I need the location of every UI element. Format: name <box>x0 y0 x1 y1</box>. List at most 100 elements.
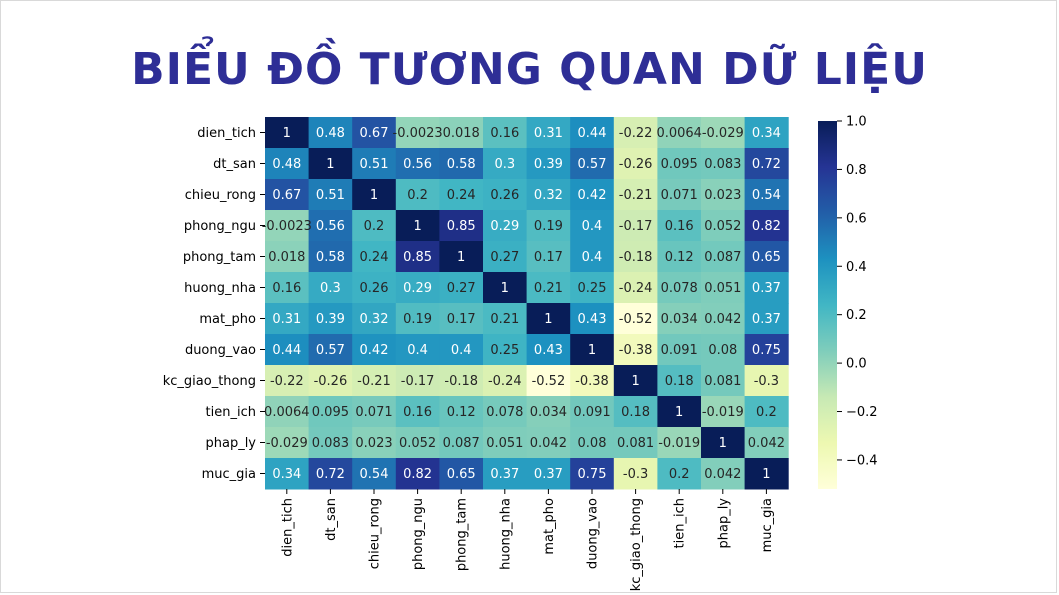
heatmap-cell <box>352 427 397 459</box>
colorbar-tick-label: 0.2 <box>846 308 867 323</box>
cell-value-label: 0.51 <box>360 157 389 172</box>
heatmap-cell <box>265 427 310 459</box>
heatmap-cell <box>657 365 702 397</box>
heatmap-cell <box>526 303 571 335</box>
heatmap-cell <box>526 396 571 428</box>
colorbar-tick-label: 0.6 <box>846 211 867 226</box>
heatmap-cell <box>657 334 702 366</box>
heatmap-cell <box>701 365 746 397</box>
heatmap-cell <box>308 427 353 459</box>
heatmap-cell <box>265 303 310 335</box>
cell-value-label: 0.57 <box>578 157 607 172</box>
cell-value-label: 0.65 <box>752 250 781 265</box>
heatmap-cell <box>265 272 310 304</box>
cell-value-label: 0.42 <box>360 343 389 358</box>
cell-value-label: 0.087 <box>443 436 480 451</box>
cell-value-label: 0.051 <box>704 281 741 296</box>
heatmap-cell <box>395 179 440 211</box>
heatmap-cell <box>570 365 615 397</box>
heatmap-cell <box>439 272 484 304</box>
heatmap-cell <box>657 303 702 335</box>
heatmap-cell <box>657 272 702 304</box>
cell-value-label: 0.0064 <box>264 405 310 420</box>
cell-value-label: 1 <box>413 219 421 234</box>
heatmap-cell <box>308 396 353 428</box>
heatmap-cell <box>613 396 658 428</box>
heatmap-cell <box>526 117 571 149</box>
cell-value-label: 0.018 <box>268 250 305 265</box>
heatmap-cell <box>439 117 484 149</box>
heatmap-cell <box>483 365 528 397</box>
y-tick-label: duong_vao <box>185 343 256 358</box>
colorbar-tick-label: 0.4 <box>846 260 867 275</box>
slide-title: BIỂU ĐỒ TƯƠNG QUAN DỮ LIỆU <box>131 44 928 95</box>
heatmap-cell <box>265 458 310 490</box>
cell-value-label: 1 <box>631 374 639 389</box>
heatmap-cell <box>352 303 397 335</box>
heatmap-cell <box>570 334 615 366</box>
cell-value-label: 0.095 <box>661 157 698 172</box>
heatmap-cell <box>439 148 484 180</box>
heatmap-cell <box>439 303 484 335</box>
cell-value-label: 0.2 <box>669 467 690 482</box>
cell-value-label: 0.24 <box>447 188 476 203</box>
heatmap-cell <box>483 117 528 149</box>
cell-value-label: 0.37 <box>752 281 781 296</box>
cell-value-label: 0.58 <box>447 157 476 172</box>
heatmap-cell <box>526 210 571 242</box>
heatmap-cell <box>657 458 702 490</box>
cell-value-label: 0.095 <box>312 405 349 420</box>
heatmap-cell <box>701 117 746 149</box>
heatmap-cell <box>570 458 615 490</box>
heatmap-cell <box>308 117 353 149</box>
cell-value-label: 0.51 <box>316 188 345 203</box>
heatmap-cell <box>439 210 484 242</box>
heatmap-cell <box>613 303 658 335</box>
heatmap-cell <box>483 334 528 366</box>
heatmap-cell <box>352 396 397 428</box>
cell-value-label: -0.52 <box>532 374 566 389</box>
cell-value-label: 0.042 <box>530 436 567 451</box>
heatmap-cell <box>439 179 484 211</box>
heatmap-cell <box>308 334 353 366</box>
y-tick-label: dt_san <box>213 157 256 172</box>
y-tick-label: phong_tam <box>183 250 256 265</box>
heatmap-cell <box>570 117 615 149</box>
heatmap-cell <box>483 396 528 428</box>
cell-value-label: -0.0023 <box>393 126 443 141</box>
heatmap-cell <box>395 303 440 335</box>
cell-value-label: 0.26 <box>490 188 519 203</box>
heatmap-cell <box>613 241 658 273</box>
cell-value-label: 0.32 <box>360 312 389 327</box>
heatmap-cell <box>439 241 484 273</box>
cell-value-label: 0.21 <box>534 281 563 296</box>
heatmap-cell <box>526 334 571 366</box>
cell-value-label: 0.43 <box>578 312 607 327</box>
cell-value-label: 0.18 <box>665 374 694 389</box>
cell-value-label: 0.018 <box>443 126 480 141</box>
heatmap-cell <box>526 179 571 211</box>
heatmap-cell <box>395 241 440 273</box>
y-tick-label: dien_tich <box>197 126 256 141</box>
cell-value-label: 0.82 <box>752 219 781 234</box>
colorbar: 1.0 0.8 0.6 0.4 0.2 0.0 −0.2 −0.4 <box>818 115 878 489</box>
heatmap-cell <box>701 241 746 273</box>
cell-value-label: 0.85 <box>447 219 476 234</box>
cell-value-label: -0.22 <box>619 126 653 141</box>
heatmap-cell <box>352 210 397 242</box>
heatmap-cell <box>265 210 310 242</box>
cell-value-label: 1 <box>283 126 291 141</box>
cell-value-label: 0.051 <box>486 436 523 451</box>
cell-value-label: 0.2 <box>364 219 385 234</box>
x-tick-label: kc_giao_thong <box>629 498 644 591</box>
heatmap-cell <box>352 365 397 397</box>
cell-value-label: 0.44 <box>578 126 607 141</box>
heatmap-cell <box>395 148 440 180</box>
cell-value-label: 0.37 <box>534 467 563 482</box>
cell-value-label: 1 <box>326 157 334 172</box>
heatmap-cell <box>744 303 789 335</box>
cell-value-label: -0.3 <box>754 374 779 389</box>
y-tick-label: mat_pho <box>199 312 256 327</box>
y-tick-label: kc_giao_thong <box>163 374 256 389</box>
heatmap-cell <box>657 241 702 273</box>
